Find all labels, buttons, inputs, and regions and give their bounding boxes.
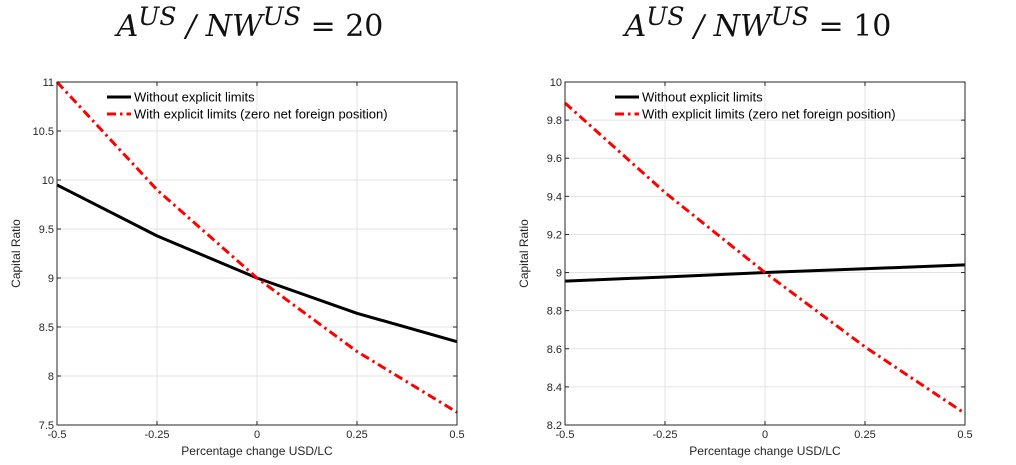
y-axis-label: Capital Ratio [9, 219, 23, 288]
y-tick-label: 10 [550, 77, 562, 89]
x-tick-label: -0.5 [556, 429, 575, 441]
x-axis-label: Percentage change USD/LC [689, 444, 841, 458]
series-line-2 [55, 80, 458, 414]
y-tick-label: 8 [48, 371, 54, 383]
x-tick-label: -0.25 [144, 429, 169, 441]
legend-label-2: With explicit limits (zero net foreign p… [134, 107, 388, 122]
y-tick-label: 8.6 [547, 344, 562, 356]
legend-label-2: With explicit limits (zero net foreign p… [642, 107, 896, 122]
y-tick-label: 11 [43, 77, 54, 89]
x-axis-label: Percentage change USD/LC [181, 444, 333, 458]
chart-title-right: AUS / NWUS = 10 [624, 2, 892, 44]
y-tick-label: 8.8 [547, 306, 562, 318]
y-tick-label: 9 [48, 273, 54, 285]
x-tick-label: 0 [254, 429, 260, 441]
x-tick-label: 0.5 [449, 429, 464, 441]
y-tick-label: 9 [556, 268, 562, 280]
y-tick-label: 9.4 [547, 191, 562, 203]
legend-label-1: Without explicit limits [134, 90, 255, 105]
y-tick-label: 10.5 [33, 126, 54, 138]
x-tick-label: 0.25 [346, 429, 367, 441]
chart-title-left: AUS / NWUS = 20 [116, 2, 384, 44]
series-line-2 [563, 101, 966, 415]
y-tick-label: 7.5 [39, 420, 54, 432]
x-tick-label: -0.5 [48, 429, 67, 441]
chart-panel-left: AUS / NWUS = 20 -0.5 -0.25 0 0.25 0.5 7.5 8 8.5… [0, 0, 500, 465]
y-tick-label: 8.4 [547, 382, 562, 394]
x-tick-label: -0.25 [652, 429, 677, 441]
y-tick-label: 8.2 [547, 420, 562, 432]
chart-panel-right: AUS / NWUS = 10 -0.5 -0.25 0 0.25 0.5 8.2 8.4 8… [508, 0, 1008, 465]
x-tick-label: 0.25 [854, 429, 875, 441]
chart-right: -0.5 -0.25 0 0.25 0.5 8.2 8.4 8.6 8.8 9 9.2 9.4 9.6 9… [517, 77, 973, 458]
y-tick-label: 10 [42, 175, 54, 187]
y-tick-label: 9.6 [547, 153, 562, 165]
x-tick-label: 0.5 [957, 429, 972, 441]
y-axis-label: Capital Ratio [517, 219, 531, 288]
y-tick-label: 9.5 [39, 224, 54, 236]
y-tick-label: 8.5 [39, 322, 54, 334]
y-tick-label: 9.2 [547, 229, 562, 241]
y-tick-label: 9.8 [547, 115, 562, 127]
x-tick-label: 0 [762, 429, 768, 441]
legend-label-1: Without explicit limits [642, 90, 763, 105]
chart-left: -0.5 -0.25 0 0.25 0.5 7.5 8 8.5 9 9.5 10 10.5 11 Perc… [9, 77, 465, 458]
